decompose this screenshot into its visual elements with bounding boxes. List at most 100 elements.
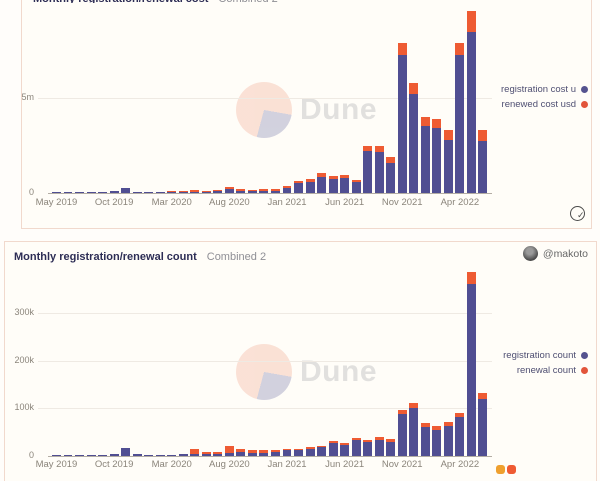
bar-segment-renewal[interactable] <box>478 393 488 400</box>
bar-segment-renewal[interactable] <box>190 448 200 454</box>
bar-dec-2021[interactable] <box>409 82 419 193</box>
bar-segment-registration[interactable] <box>328 443 338 456</box>
bar-segment-registration[interactable] <box>190 191 200 193</box>
bar-segment-registration[interactable] <box>178 191 188 193</box>
bar-segment-renewal[interactable] <box>305 178 315 182</box>
bar-segment-registration[interactable] <box>397 414 407 456</box>
bar-segment-registration[interactable] <box>432 128 442 193</box>
bar-segment-registration[interactable] <box>167 454 177 456</box>
bar-may-2022[interactable] <box>466 272 476 456</box>
bar-oct-2021[interactable] <box>386 439 396 456</box>
bar-segment-registration[interactable] <box>478 140 488 193</box>
bar-segment-registration[interactable] <box>340 444 350 456</box>
bar-apr-2020[interactable] <box>178 453 188 456</box>
bar-segment-registration[interactable] <box>86 192 96 193</box>
bar-segment-registration[interactable] <box>121 188 131 193</box>
legend-item-renewed-cost[interactable]: renewed cost usd <box>502 99 588 110</box>
bar-segment-registration[interactable] <box>259 452 269 456</box>
bar-segment-registration[interactable] <box>144 192 154 193</box>
bar-apr-2021[interactable] <box>317 445 327 456</box>
bar-segment-registration[interactable] <box>109 191 119 193</box>
bar-segment-renewal[interactable] <box>328 175 338 179</box>
bar-jun-2020[interactable] <box>201 452 211 456</box>
bar-segment-registration[interactable] <box>271 190 280 193</box>
bar-segment-registration[interactable] <box>328 178 338 193</box>
bar-segment-renewal[interactable] <box>178 190 188 192</box>
bar-segment-renewal[interactable] <box>317 173 327 177</box>
bar-jul-2021[interactable] <box>351 179 361 193</box>
bar-jun-2020[interactable] <box>201 190 211 193</box>
legend-item-registration-cost[interactable]: registration cost u <box>501 84 588 95</box>
bar-jul-2021[interactable] <box>351 437 361 456</box>
bar-segment-renewal[interactable] <box>363 439 373 443</box>
bar-jun-2022[interactable] <box>478 130 488 193</box>
author-badge[interactable]: @makoto <box>522 246 588 261</box>
bar-dec-2021[interactable] <box>409 402 419 456</box>
bar-dec-2019[interactable] <box>132 454 142 456</box>
bar-oct-2020[interactable] <box>247 189 257 193</box>
bar-segment-renewal[interactable] <box>397 409 407 415</box>
bar-feb-2022[interactable] <box>432 425 442 456</box>
bar-may-2019[interactable] <box>52 455 61 456</box>
bar-segment-registration[interactable] <box>167 191 177 193</box>
bar-segment-renewal[interactable] <box>466 272 476 285</box>
bar-oct-2019[interactable] <box>109 454 119 456</box>
bar-segment-registration[interactable] <box>466 284 476 456</box>
bar-segment-renewal[interactable] <box>478 130 488 141</box>
bar-apr-2020[interactable] <box>178 190 188 193</box>
bar-segment-registration[interactable] <box>121 448 131 456</box>
bar-dec-2020[interactable] <box>271 188 280 193</box>
bar-jan-2021[interactable] <box>282 449 292 456</box>
bar-segment-renewal[interactable] <box>374 436 384 440</box>
bar-segment-registration[interactable] <box>466 32 476 193</box>
bar-segment-registration[interactable] <box>155 192 165 193</box>
bar-segment-renewal[interactable] <box>386 439 396 443</box>
bar-segment-renewal[interactable] <box>305 447 315 449</box>
bar-segment-registration[interactable] <box>236 190 246 193</box>
bar-segment-registration[interactable] <box>144 454 154 456</box>
bar-segment-renewal[interactable] <box>213 189 223 192</box>
bar-segment-renewal[interactable] <box>351 437 361 441</box>
bar-segment-registration[interactable] <box>178 454 188 456</box>
legend-item-registration-count[interactable]: registration count <box>503 350 588 361</box>
bar-jul-2020[interactable] <box>213 189 223 193</box>
bar-sep-2021[interactable] <box>374 436 384 456</box>
bar-segment-renewal[interactable] <box>466 10 476 33</box>
bar-segment-registration[interactable] <box>420 427 430 456</box>
bar-may-2019[interactable] <box>52 192 61 193</box>
bar-jul-2019[interactable] <box>75 455 84 456</box>
bar-sep-2019[interactable] <box>98 191 108 193</box>
bar-segment-registration[interactable] <box>455 55 465 193</box>
bar-may-2022[interactable] <box>466 10 476 193</box>
bar-segment-renewal[interactable] <box>328 441 338 444</box>
bar-jan-2020[interactable] <box>144 454 154 456</box>
bar-jun-2019[interactable] <box>63 455 73 456</box>
bar-segment-registration[interactable] <box>75 455 84 456</box>
bar-segment-renewal[interactable] <box>190 189 200 192</box>
bar-segment-registration[interactable] <box>478 399 488 456</box>
bar-segment-renewal[interactable] <box>443 421 453 427</box>
bar-may-2021[interactable] <box>328 441 338 456</box>
bar-dec-2020[interactable] <box>271 449 280 456</box>
bar-segment-registration[interactable] <box>443 139 453 193</box>
bar-mar-2022[interactable] <box>443 421 453 456</box>
bar-aug-2021[interactable] <box>363 439 373 456</box>
bar-jan-2022[interactable] <box>420 117 430 193</box>
bar-segment-registration[interactable] <box>190 453 200 456</box>
bar-sep-2021[interactable] <box>374 146 384 193</box>
bar-apr-2021[interactable] <box>317 173 327 193</box>
bar-segment-registration[interactable] <box>351 440 361 456</box>
bar-jul-2020[interactable] <box>213 451 223 456</box>
bar-feb-2020[interactable] <box>155 454 165 456</box>
bar-segment-registration[interactable] <box>201 191 211 193</box>
bar-segment-renewal[interactable] <box>386 156 396 163</box>
bar-segment-registration[interactable] <box>374 439 384 456</box>
bar-segment-renewal[interactable] <box>271 449 280 453</box>
bar-segment-renewal[interactable] <box>224 445 234 453</box>
bar-segment-registration[interactable] <box>52 192 61 193</box>
bar-oct-2020[interactable] <box>247 450 257 456</box>
bar-segment-registration[interactable] <box>282 450 292 456</box>
bar-segment-renewal[interactable] <box>317 445 327 448</box>
freshness-check-button[interactable]: ✓ <box>570 206 585 221</box>
bar-segment-registration[interactable] <box>201 454 211 456</box>
